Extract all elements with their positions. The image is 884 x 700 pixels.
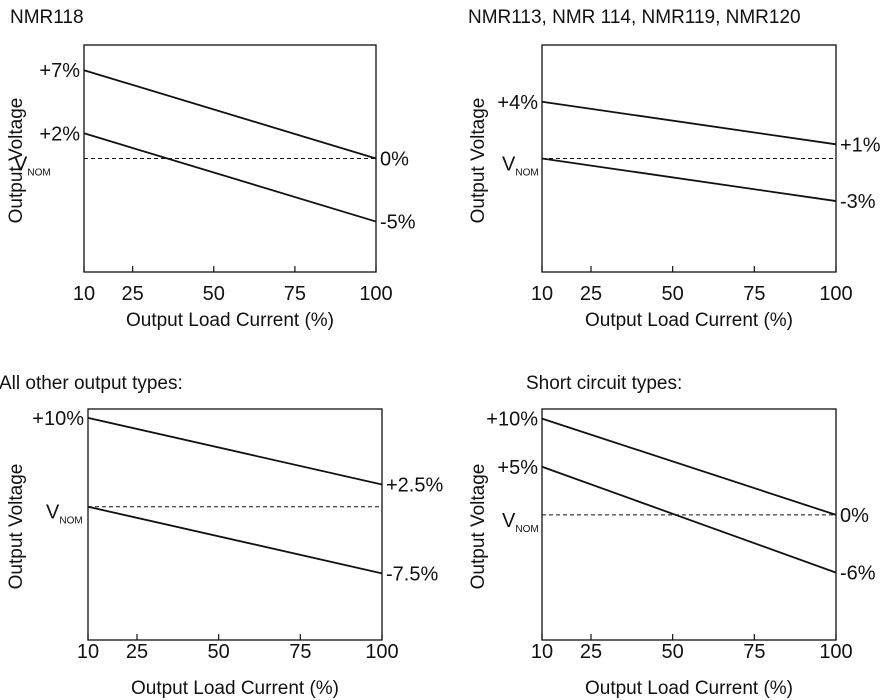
vnom-label: VNOM (502, 510, 539, 535)
series-line-2 (87, 505, 383, 575)
series-end-label: -7.5% (386, 563, 438, 585)
series-end-label: -6% (840, 563, 876, 585)
x-tick-label: 100 (819, 641, 852, 663)
series-end-label: -3% (840, 191, 876, 213)
x-axis-label: Output Load Current (%) (585, 678, 793, 699)
series-line-1 (541, 100, 837, 146)
x-tick-label: 10 (73, 283, 95, 305)
x-tick-label: 75 (743, 641, 765, 663)
x-tick-label: 10 (77, 641, 99, 663)
y-axis-label: Output Voltage (6, 464, 27, 590)
series-end-label: +1% (840, 134, 881, 156)
series-start-label: +4% (497, 92, 538, 114)
series-start-label: +5% (497, 457, 538, 479)
vnom-label: VNOM (502, 154, 539, 179)
series-line-1 (87, 417, 383, 486)
series-start-label: +7% (39, 60, 80, 82)
x-tick-label: 50 (208, 641, 230, 663)
series-line-1 (541, 417, 837, 516)
x-tick-label: 10 (531, 641, 553, 663)
x-tick-label: 100 (365, 641, 398, 663)
x-tick-label: 50 (662, 641, 684, 663)
chart-title: Short circuit types: (526, 373, 682, 394)
x-axis-label: Output Load Current (%) (585, 310, 793, 331)
x-axis-label: Output Load Current (%) (131, 678, 339, 699)
series-start-label: +10% (486, 409, 538, 431)
x-tick-label: 75 (284, 283, 306, 305)
y-axis-label: Output Voltage (6, 98, 27, 224)
x-tick-label: 100 (819, 283, 852, 305)
vnom-label: VNOM (14, 154, 51, 179)
x-tick-label: 10 (531, 283, 553, 305)
chart-title: NMR113, NMR 114, NMR119, NMR120 (468, 7, 801, 28)
x-tick-label: 25 (126, 641, 148, 663)
vnom-label: VNOM (46, 502, 83, 527)
x-tick-label: 25 (122, 283, 144, 305)
x-tick-label: 75 (743, 283, 765, 305)
x-tick-label: 25 (580, 283, 602, 305)
plot-frame (541, 408, 837, 641)
series-line-1 (83, 69, 377, 160)
series-line-2 (541, 465, 837, 574)
x-tick-label: 50 (662, 283, 684, 305)
series-end-label: +2.5% (386, 475, 443, 497)
x-axis-label: Output Load Current (%) (126, 310, 334, 331)
series-start-label: +10% (32, 408, 84, 430)
series-start-label: +2% (39, 123, 80, 145)
y-axis-label: Output Voltage (468, 464, 489, 590)
series-end-label: 0% (840, 505, 869, 527)
chart-title: All other output types: (0, 373, 183, 394)
chart-title: NMR118 (10, 7, 84, 28)
x-tick-label: 100 (359, 283, 392, 305)
series-line-2 (541, 157, 837, 202)
series-end-label: 0% (380, 149, 409, 171)
x-tick-label: 50 (203, 283, 225, 305)
x-tick-label: 25 (580, 641, 602, 663)
series-line-2 (83, 132, 377, 223)
x-tick-label: 75 (289, 641, 311, 663)
series-end-label: -5% (380, 212, 416, 234)
y-axis-label: Output Voltage (468, 98, 489, 224)
plot-frame (87, 408, 383, 641)
